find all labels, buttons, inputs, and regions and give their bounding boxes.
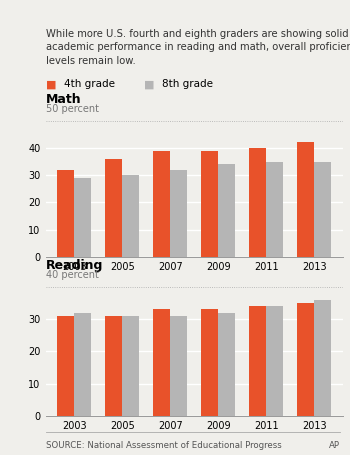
Text: 8th grade: 8th grade: [162, 79, 213, 89]
Bar: [105, 316, 122, 416]
Text: While more U.S. fourth and eighth graders are showing solid
academic performance: While more U.S. fourth and eighth grader…: [46, 29, 350, 66]
Bar: [202, 309, 218, 416]
Bar: [298, 142, 314, 257]
Text: SOURCE: National Assessment of Educational Progress: SOURCE: National Assessment of Education…: [46, 440, 281, 450]
Bar: [74, 178, 91, 257]
Text: ■: ■: [46, 79, 60, 89]
Bar: [314, 300, 331, 416]
Bar: [105, 159, 122, 257]
Bar: [202, 151, 218, 257]
Text: AP: AP: [329, 440, 340, 450]
Bar: [153, 309, 170, 416]
Bar: [170, 316, 187, 416]
Text: 50 percent: 50 percent: [46, 104, 98, 114]
Bar: [74, 313, 91, 416]
Bar: [314, 162, 331, 257]
Bar: [122, 175, 139, 257]
Bar: [250, 148, 266, 257]
Bar: [122, 316, 139, 416]
Text: ■: ■: [144, 79, 158, 89]
Text: 40 percent: 40 percent: [46, 270, 98, 280]
Text: Math: Math: [46, 92, 81, 106]
Bar: [57, 170, 74, 257]
Bar: [170, 170, 187, 257]
Bar: [218, 313, 235, 416]
Bar: [266, 162, 283, 257]
Bar: [153, 151, 170, 257]
Bar: [266, 306, 283, 416]
Bar: [298, 303, 314, 416]
Bar: [250, 306, 266, 416]
Bar: [218, 164, 235, 257]
Bar: [57, 316, 74, 416]
Text: Reading: Reading: [46, 258, 103, 272]
Text: 4th grade: 4th grade: [64, 79, 115, 89]
